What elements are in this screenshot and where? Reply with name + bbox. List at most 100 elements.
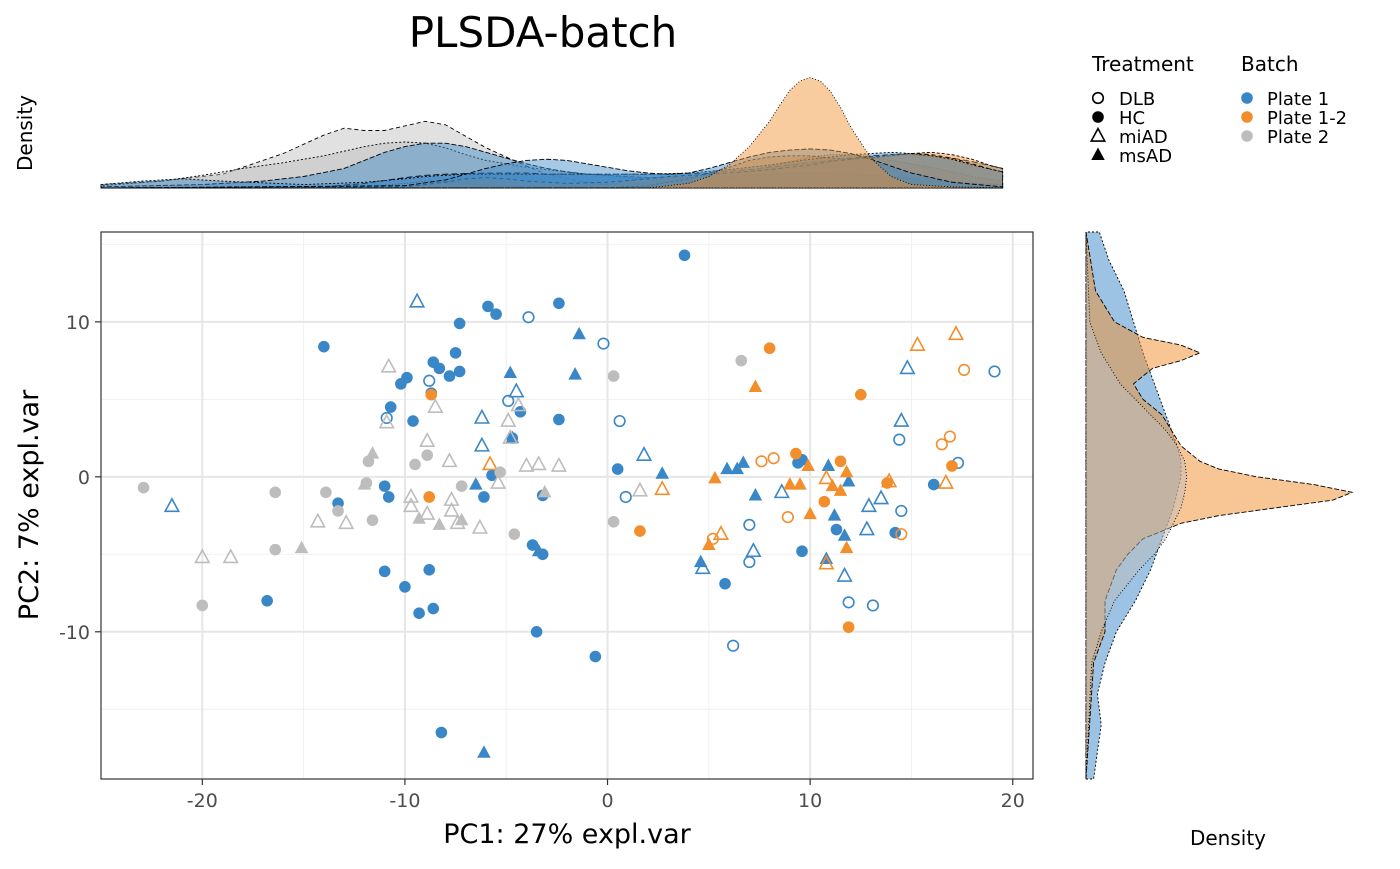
data-point-plate-1-dlb [893, 433, 906, 446]
data-point-plate-2-hc [409, 458, 421, 471]
data-point-plate-2-miad [427, 397, 444, 413]
data-point-plate-2-hc [508, 528, 521, 540]
y-tick-label: 10 [66, 312, 90, 334]
x-tick-label: -20 [187, 790, 218, 812]
data-point-plate-1-msad [736, 455, 751, 468]
data-point-plate-1-miad [773, 483, 790, 499]
main-panel-border [100, 231, 1034, 780]
data-point-plate-1-miad [473, 408, 490, 424]
data-point-plate-1-dlb [380, 411, 393, 425]
data-point-plate-1-hc [490, 308, 502, 320]
treatment-legend: Treatment DLB HC miAD msAD [1089, 52, 1194, 167]
data-point-plate-1-2-msad [825, 478, 840, 492]
data-point-plate-2-hc [320, 486, 332, 499]
data-point-plate-2-miad [338, 514, 355, 530]
data-point-plate-1-hc [407, 415, 419, 427]
data-point-plate-1-2-dlb [935, 438, 948, 451]
data-point-plate-1-msad [477, 745, 491, 758]
data-point-plate-2-msad [537, 484, 552, 498]
data-point-plate-1-2-hc [425, 388, 438, 401]
data-point-plate-1-hc [611, 463, 624, 475]
data-point-plate-2-miad [631, 481, 649, 497]
x-tick-label: 20 [1001, 790, 1025, 812]
data-point-plate-1-hc [453, 365, 466, 378]
data-point-plate-1-hc [384, 401, 397, 413]
data-point-plate-1-miad [163, 497, 181, 513]
data-point-plate-1-2-miad [937, 473, 954, 489]
data-point-plate-1-dlb [842, 596, 855, 609]
data-point-plate-1-dlb [423, 374, 436, 387]
data-point-plate-1-hc [589, 650, 602, 663]
data-point-plate-2-hc [196, 599, 209, 612]
x-axis-label: PC1: 27% expl.var [443, 819, 691, 850]
legend-label-plate-1-2: Plate 1-2 [1267, 108, 1347, 129]
main-points [137, 249, 1001, 758]
data-point-plate-2-msad [412, 511, 426, 524]
density-top-plate-1-2-hc [100, 154, 1004, 189]
data-point-plate-1-hc [553, 297, 565, 310]
data-point-plate-1-2-miad [818, 469, 835, 485]
data-point-plate-1-hc [719, 577, 731, 590]
data-point-plate-2-miad [194, 548, 211, 564]
data-point-plate-1-msad [655, 466, 669, 479]
density-top-plate-1-msad [100, 148, 1004, 189]
data-point-plate-1-dlb [988, 365, 1001, 378]
batch-legend-title: Batch [1241, 52, 1299, 76]
data-point-plate-1-2-hc [946, 460, 958, 472]
data-point-plate-1-hc [261, 594, 273, 607]
data-point-plate-1-hc [413, 607, 425, 619]
data-point-plate-1-hc [423, 564, 436, 576]
data-point-plate-1-dlb [597, 337, 610, 350]
data-point-plate-1-hc [378, 480, 391, 492]
legend-label-msad: msAD [1119, 146, 1172, 167]
density-top-plate-1-dlb [100, 154, 1004, 189]
data-point-plate-2-miad [419, 504, 436, 520]
data-point-plate-1-hc [530, 625, 543, 638]
x-axis: -20 -10 0 10 20 [187, 779, 1025, 812]
data-point-plate-2-hc [421, 449, 434, 461]
data-point-plate-1-2-hc [634, 525, 646, 537]
data-point-plate-1-2-msad [708, 470, 722, 484]
data-point-plate-1-hc [526, 539, 539, 551]
y-axis: -10 0 10 [59, 312, 101, 644]
data-point-plate-1-hc [399, 581, 411, 593]
density-top-plate-1-2-msad [101, 77, 1003, 189]
legend-label-plate-2: Plate 2 [1267, 127, 1329, 148]
data-point-plate-1-dlb [522, 311, 535, 324]
data-point-plate-1-hc [553, 413, 565, 426]
data-point-plate-1-miad [508, 382, 525, 398]
data-point-plate-1-msad [748, 487, 763, 501]
data-point-plate-1-2-hc [854, 388, 867, 401]
data-point-plate-2-miad [530, 455, 547, 471]
data-point-plate-1-msad [720, 461, 734, 475]
legend-key-miad [1089, 126, 1107, 142]
data-point-plate-1-dlb [866, 599, 880, 612]
legend-label-miad: miAD [1119, 127, 1168, 148]
data-point-plate-1-2-msad [783, 477, 797, 490]
legend-key-msad [1091, 147, 1105, 161]
data-point-plate-1-2-dlb [895, 528, 908, 541]
data-point-plate-1-dlb [743, 518, 756, 531]
data-point-plate-2-hc [332, 505, 344, 517]
data-point-plate-2-miad [378, 413, 395, 429]
data-point-plate-2-hc [607, 515, 620, 528]
data-point-plate-1-msad [568, 367, 582, 380]
data-point-plate-1-dlb [727, 639, 740, 652]
data-point-plate-1-msad [837, 528, 852, 541]
data-point-plate-1-2-msad [833, 483, 848, 496]
data-point-plate-1-msad [827, 508, 842, 521]
data-point-plate-2-msad [357, 477, 372, 490]
data-point-plate-1-msad [572, 326, 586, 340]
data-point-plate-1-hc [796, 545, 808, 558]
data-point-plate-1-2-miad [909, 335, 926, 351]
data-point-plate-2-hc [735, 354, 748, 367]
data-point-plate-1-2-dlb [755, 455, 768, 468]
data-point-plate-1-hc [927, 478, 940, 491]
data-point-plate-1-msad [531, 543, 546, 557]
density-top-plate-1-miad [100, 151, 1004, 189]
data-point-plate-1-2-miad [818, 554, 835, 570]
top-density-label: Density [13, 95, 37, 171]
data-point-plate-1-2-dlb [767, 452, 780, 465]
data-point-plate-1-2-hc [818, 495, 831, 508]
